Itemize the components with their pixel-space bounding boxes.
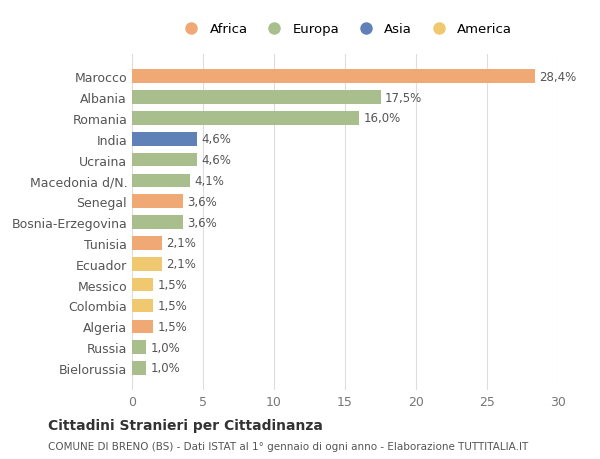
Text: 1,0%: 1,0% bbox=[151, 341, 180, 354]
Bar bbox=[132, 174, 190, 188]
Text: 4,6%: 4,6% bbox=[202, 154, 232, 167]
Bar bbox=[132, 70, 535, 84]
Bar bbox=[132, 195, 183, 208]
Text: 3,6%: 3,6% bbox=[187, 216, 217, 229]
Bar bbox=[132, 257, 162, 271]
Bar bbox=[132, 112, 359, 125]
Bar bbox=[132, 278, 154, 292]
Legend: Africa, Europa, Asia, America: Africa, Europa, Asia, America bbox=[173, 18, 517, 42]
Text: 16,0%: 16,0% bbox=[364, 112, 401, 125]
Text: 17,5%: 17,5% bbox=[385, 91, 422, 104]
Text: COMUNE DI BRENO (BS) - Dati ISTAT al 1° gennaio di ogni anno - Elaborazione TUTT: COMUNE DI BRENO (BS) - Dati ISTAT al 1° … bbox=[48, 441, 528, 451]
Text: 1,5%: 1,5% bbox=[158, 320, 187, 333]
Text: 1,5%: 1,5% bbox=[158, 279, 187, 291]
Text: Cittadini Stranieri per Cittadinanza: Cittadini Stranieri per Cittadinanza bbox=[48, 418, 323, 432]
Bar bbox=[132, 299, 154, 313]
Text: 2,1%: 2,1% bbox=[166, 237, 196, 250]
Bar bbox=[132, 91, 380, 105]
Text: 1,5%: 1,5% bbox=[158, 299, 187, 312]
Text: 4,1%: 4,1% bbox=[194, 174, 224, 188]
Text: 2,1%: 2,1% bbox=[166, 257, 196, 271]
Text: 28,4%: 28,4% bbox=[539, 71, 577, 84]
Bar bbox=[132, 216, 183, 230]
Bar bbox=[132, 153, 197, 167]
Text: 3,6%: 3,6% bbox=[187, 196, 217, 208]
Text: 4,6%: 4,6% bbox=[202, 133, 232, 146]
Bar bbox=[132, 341, 146, 354]
Bar bbox=[132, 320, 154, 333]
Text: 1,0%: 1,0% bbox=[151, 362, 180, 375]
Bar bbox=[132, 361, 146, 375]
Bar bbox=[132, 237, 162, 250]
Bar bbox=[132, 133, 197, 146]
